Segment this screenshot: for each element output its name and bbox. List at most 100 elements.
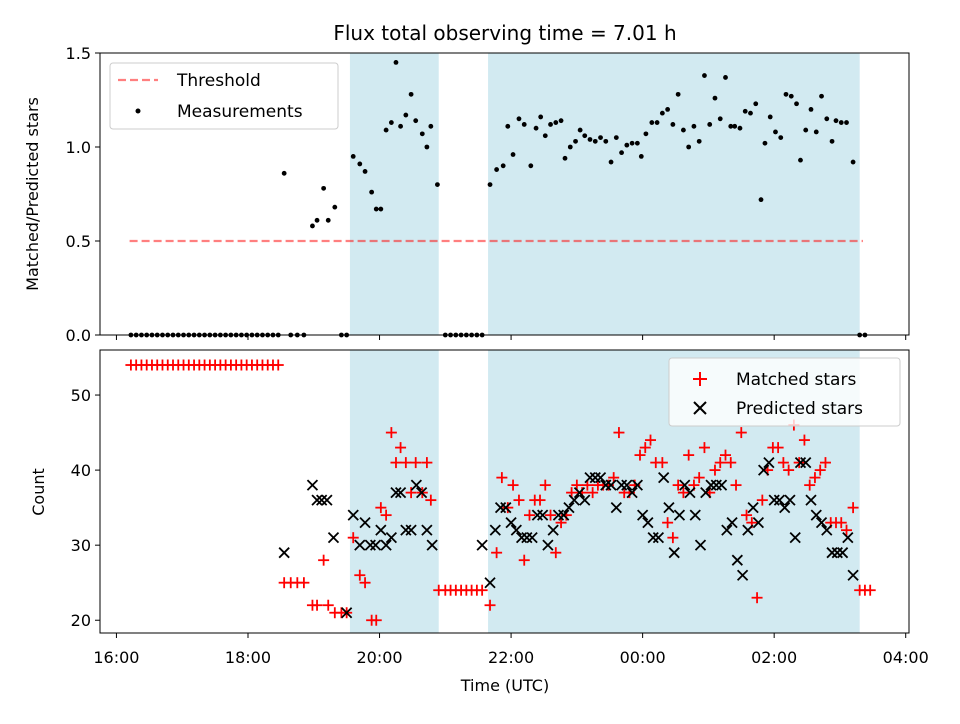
predicted-stars-point [647,532,659,544]
predicted-stars-point [394,486,407,499]
measurement-point [717,116,723,122]
predicted-stars-point [773,494,786,506]
predicted-stars-point [410,479,423,491]
matched-stars-point [841,524,853,536]
top-y-tick-label: 0.0 [66,326,91,345]
bottom-y-axis-label: Count [29,468,48,516]
measurement-point [728,123,734,129]
matched-stars-point [550,547,562,559]
predicted-stars-point [700,486,712,499]
predicted-stars-point [668,547,680,559]
measurement-point [808,107,814,112]
predicted-stars-point [836,547,849,559]
measurement-point [773,129,778,135]
predicted-stars-point [615,479,628,491]
predicted-stars-point [673,509,686,521]
predicted-stars-point [805,494,817,506]
x-tick-label: 20:00 [356,648,402,667]
predicted-stars-point [563,502,575,514]
predicted-stars-point [359,517,371,529]
predicted-stars-point [715,479,728,491]
measurement-point [696,138,702,144]
bot-y-tick-label: 30 [71,536,91,555]
matched-stars-point [318,554,330,566]
predicted-stars-point [789,532,801,544]
matched-stars-point [772,442,784,454]
predicted-stars-point [375,524,387,536]
measurement-point [702,73,707,78]
measurement-point [737,125,743,131]
measurement-point [373,206,379,212]
measurement-point [403,112,409,118]
matched-stars-point [484,599,496,611]
matched-stars-point [311,599,323,611]
measurement-point [424,144,430,150]
measurement-point [608,159,614,165]
matched-stars-point [672,479,684,491]
x-tick-label: 16:00 [93,648,139,667]
predicted-stars-point [652,532,665,544]
predicted-stars-point [779,502,791,514]
measurement-point [310,223,315,229]
predicted-stars-point [568,494,580,506]
measurement-point [378,206,384,212]
measurement-point [813,129,819,135]
measurement-point [516,116,522,122]
matched-stars-point [864,584,876,596]
predicted-stars-point [815,517,828,529]
predicted-stars-point [810,509,822,521]
predicted-stars-point [658,471,670,484]
predicted-stars-point [380,539,392,551]
measurement-point [659,110,665,116]
legend-predicted-swatch [693,401,707,415]
legend-measurements-label: Measurements [177,102,303,122]
measurement-point [712,95,718,101]
measurement-point [681,127,686,133]
matched-stars-point [683,449,695,461]
top-legend: Threshold Measurements [109,62,339,130]
x-tick-label: 04:00 [883,648,929,667]
measurement-point [670,122,676,127]
matched-stars-point [698,442,710,454]
matched-stars-point [298,577,310,589]
measurement-point [850,159,856,165]
measurement-point [838,120,844,125]
matched-stars-point [804,479,816,491]
matched-stars-point [677,487,689,499]
predicted-stars-point [278,547,290,559]
predicted-stars-point [626,486,638,499]
matched-stars-point [400,457,412,469]
measurement-point [767,114,773,120]
measurement-point [613,135,619,141]
measurement-point [758,197,764,203]
matched-stars-point [835,517,847,529]
matched-stars-point [634,449,646,461]
measurement-point [824,116,830,122]
measurement-point [521,122,527,127]
measurement-point [383,127,389,133]
matched-stars-point [719,449,731,461]
measurement-point [778,135,784,141]
measurement-point [393,60,399,65]
matched-stars-point [693,472,705,484]
measurement-point [413,118,419,124]
matched-stars-point [410,457,422,469]
matched-stars-point [354,569,366,581]
measurement-point [603,138,609,144]
predicted-stars-point [364,539,376,551]
matched-stars-point [390,457,402,469]
predicted-stars-point [542,539,554,551]
top-y-tick-label: 1.5 [66,44,91,63]
predicted-stars-point [794,456,807,469]
matched-stars-point [645,434,657,446]
matched-stars-point [545,509,557,521]
matched-stars-point [793,457,805,469]
measurement-point [562,155,568,161]
matched-stars-point [385,427,397,439]
matched-stars-point [735,427,747,439]
matched-stars-point [380,509,392,521]
measurement-point [538,114,544,120]
predicted-stars-point [547,524,559,536]
predicted-stars-point [800,456,812,469]
